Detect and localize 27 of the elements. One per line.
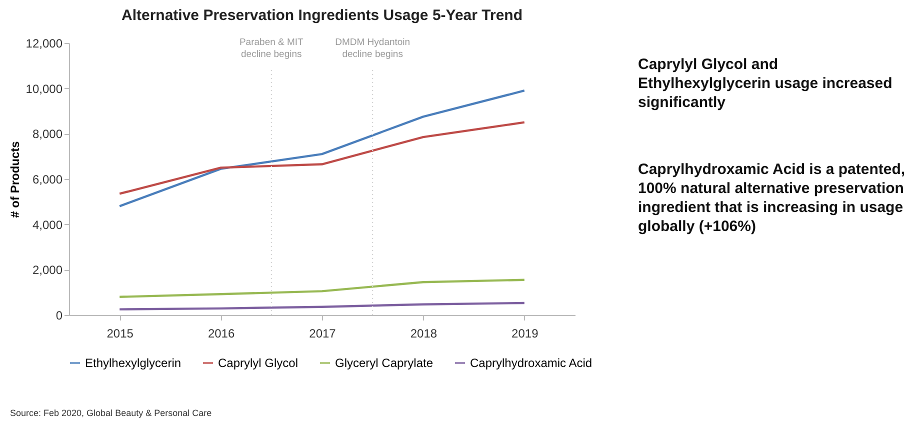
y-tick-label: 2,000 <box>32 263 63 278</box>
legend-label: Glyceryl Caprylate <box>335 356 434 370</box>
y-axis-title: # of Products <box>8 140 22 218</box>
y-tick-label: 8,000 <box>32 127 63 142</box>
x-tick-label: 2019 <box>512 326 539 340</box>
y-tick-label: 10,000 <box>26 82 63 96</box>
source-note: Source: Feb 2020, Global Beauty & Personal Care <box>10 408 212 418</box>
x-tick-label: 2018 <box>410 326 438 340</box>
legend-label: Caprylhydroxamic Acid <box>470 356 592 370</box>
y-tick-label: 6,000 <box>32 172 63 186</box>
line-series <box>118 278 526 298</box>
line-series <box>118 302 526 310</box>
x-tick-label: 2016 <box>208 326 235 340</box>
line-series <box>118 90 526 208</box>
legend-label: Ethylhexylglycerin <box>85 356 182 370</box>
ref-line-label: Paraben & MIT decline begins <box>239 37 304 60</box>
x-tick-label: 2015 <box>106 326 134 340</box>
line-series <box>118 121 526 195</box>
x-tick-label: 2017 <box>309 326 336 340</box>
legend-label: Caprylyl Glycol <box>218 356 298 370</box>
text: Caprylyl Glycol and Ethylhexylglycerin usage increased significantly <box>638 55 894 112</box>
ref-line-label: DMDM Hydantoin decline begins <box>335 37 410 60</box>
y-tick-label: 12,000 <box>26 36 63 50</box>
y-tick-label: 4,000 <box>32 218 63 232</box>
chart-title: Alternative Preservation Ingredients Usage 5-Year Trend <box>122 7 522 24</box>
text: Caprylhydroxamic Acid is a patented, 100% natural alternative preservation ingredient that is increasing in usage globally (+106%) <box>638 160 906 236</box>
y-tick-label: 0 <box>56 308 63 322</box>
